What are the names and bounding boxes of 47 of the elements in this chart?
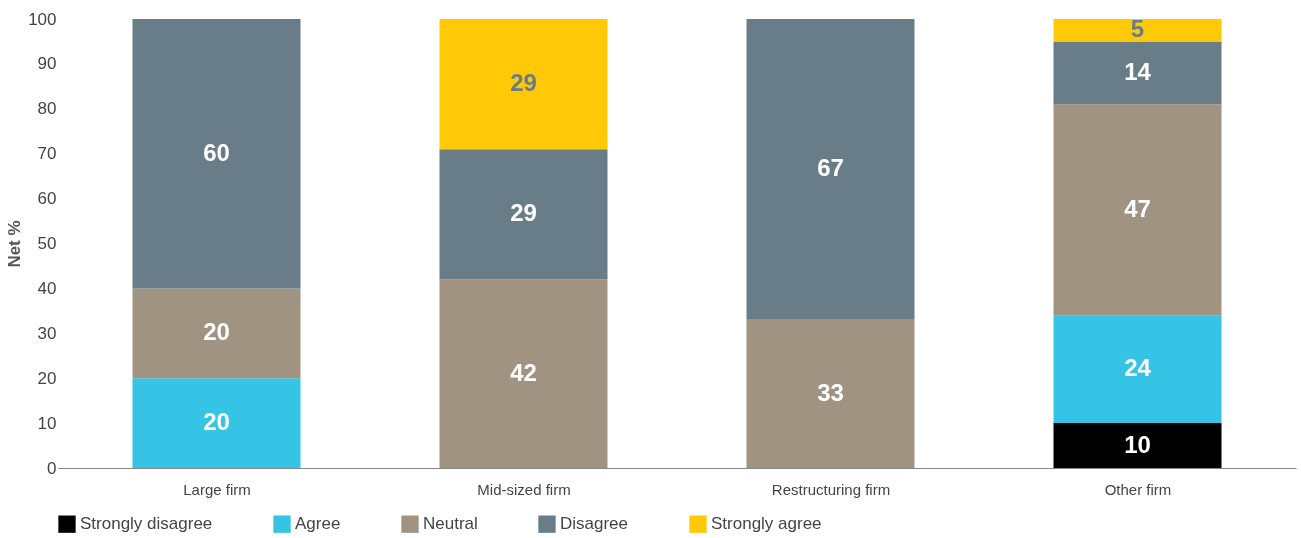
data-label: 33	[817, 378, 844, 406]
data-label: 20	[203, 408, 230, 436]
bar	[746, 319, 915, 468]
data-label: 20	[203, 318, 230, 346]
y-axis-title: Net %	[5, 220, 25, 268]
data-label: 10	[1124, 430, 1151, 458]
bar	[132, 378, 301, 468]
bar	[132, 19, 301, 289]
bar	[132, 288, 301, 379]
bar	[439, 19, 608, 150]
legend-label: Disagree	[560, 514, 629, 534]
bar	[439, 149, 608, 280]
y-tick-label: 90	[37, 54, 57, 74]
y-tick-label: 70	[37, 144, 57, 164]
data-label: 24	[1124, 354, 1152, 382]
data-label: 42	[510, 358, 537, 386]
y-tick-label: 0	[47, 458, 57, 478]
x-tick-label: Mid-sized firm	[477, 480, 571, 498]
y-tick-label: 50	[37, 234, 57, 253]
bar	[746, 19, 915, 320]
y-tick-label: 100	[28, 9, 57, 29]
x-tick-label: Other firm	[1104, 480, 1172, 498]
bar	[439, 279, 608, 468]
bar	[1053, 104, 1222, 316]
bar	[1053, 315, 1222, 424]
y-tick-label: 10	[37, 413, 57, 433]
y-tick-label: 40	[37, 278, 57, 298]
y-tick-label: 60	[37, 189, 57, 209]
y-tick-label: 30	[37, 323, 57, 343]
data-label: 29	[510, 199, 537, 227]
x-tick-label: Restructuring firm	[771, 480, 891, 498]
data-label: 47	[1124, 194, 1151, 222]
legend-label: Strongly disagree	[80, 514, 213, 534]
legend-label: Neutral	[423, 514, 478, 534]
bar	[1053, 19, 1222, 42]
data-label: 60	[203, 138, 230, 166]
data-label: 67	[817, 154, 844, 182]
legend-label: Strongly agree	[711, 514, 822, 534]
x-tick-label: Large firm	[183, 480, 251, 498]
y-tick-label: 80	[37, 99, 57, 119]
bar	[1053, 41, 1222, 105]
y-tick-label: 20	[37, 368, 57, 388]
data-label: 14	[1124, 57, 1152, 85]
legend-label: Agree	[295, 514, 341, 534]
bar	[1053, 423, 1222, 468]
data-label: 29	[510, 69, 537, 97]
data-label: 5	[1130, 15, 1145, 43]
